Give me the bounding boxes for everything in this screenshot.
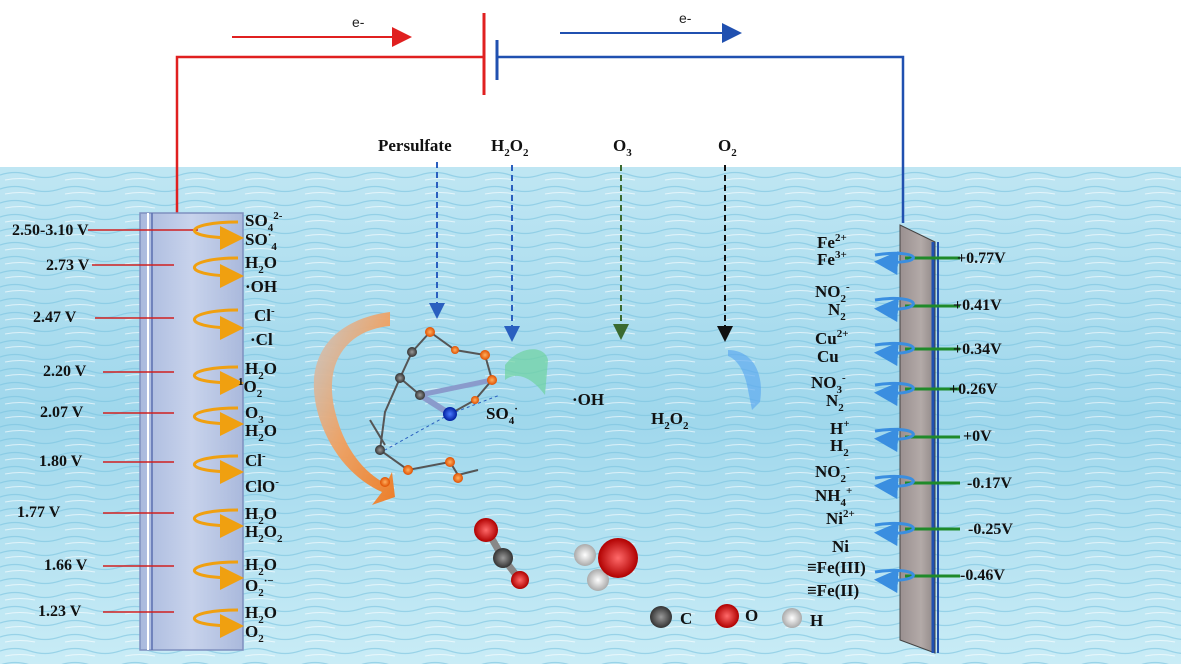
anode-potential-2: 2.47 V (33, 309, 77, 326)
anode-potential-7: 1.66 V (44, 557, 88, 574)
anode-potential-0: 2.50-3.10 V (12, 222, 89, 239)
anode-species-top-1: H2O (245, 253, 277, 276)
legend-carbon-label: C (680, 609, 693, 628)
h2o-molecule (574, 538, 638, 591)
hydroxyl-radical-label: ·OH (572, 390, 605, 409)
electron-label-left: e- (352, 14, 365, 30)
cathode-species-bottom-2: Cu (817, 347, 839, 366)
oxidant-o3-label: O3 (613, 136, 632, 159)
anode-species-top-8: H2O (245, 603, 277, 626)
anode-reaction-arrows (193, 220, 244, 638)
anode-species-top-6: H2O (245, 504, 277, 527)
cathode-reaction-arrows (874, 251, 915, 594)
legend-hydrogen-label: H (810, 611, 824, 630)
cathode-potential-2: +0.34V (953, 341, 1002, 358)
cathode-species-bottom-5: NH4+ (815, 485, 853, 509)
cathode-potential-1: +0.41V (953, 297, 1002, 314)
cathode-species-top-7: ≡Fe(III) (807, 558, 866, 577)
anode-species-bottom-7: O2·− (245, 575, 274, 599)
anode-species-top-3: H2O (245, 359, 277, 382)
blue-swirl-arrow (728, 350, 761, 410)
cathode-species-top-4: H+ (830, 418, 850, 438)
co2-molecule (474, 518, 529, 589)
anode-potential-1: 2.73 V (46, 257, 90, 274)
cathode-potential-3: +0.26V (949, 381, 998, 398)
cathode-wire (497, 55, 905, 223)
anode-species-bottom-6: H2O2 (245, 522, 283, 545)
anode-species-bottom-5: ClO- (245, 476, 279, 496)
anode-species-top-2: Cl- (254, 305, 275, 325)
anode-plate (139, 212, 244, 651)
anode-species-bottom-4: H2O (245, 421, 277, 444)
electron-label-right: e- (679, 10, 692, 26)
anode-species-bottom-2: ·Cl (250, 330, 273, 349)
legend-hydrogen-ball (782, 608, 802, 628)
cathode-species-top-5: NO2- (815, 461, 850, 485)
cathode-species-bottom-3: N2 (826, 391, 844, 414)
green-swirl-arrow (505, 349, 548, 395)
cathode-species-bottom-6: Ni (832, 537, 849, 556)
legend-carbon-ball (650, 606, 672, 628)
oxidant-h2o2-label: H2O2 (491, 136, 529, 159)
cathode-species-top-2: Cu2+ (815, 328, 849, 348)
cathode-species-bottom-4: H2 (830, 436, 849, 459)
anode-potential-5: 1.80 V (39, 453, 83, 470)
cathode-potential-0: +0.77V (957, 250, 1006, 267)
anode-potential-6: 1.77 V (17, 504, 61, 521)
anode-species-top-4: O3 (245, 403, 264, 426)
cathode-potential-5: -0.17V (967, 475, 1012, 492)
anode-potential-8: 1.23 V (38, 603, 82, 620)
legend-oxygen-label: O (745, 606, 759, 625)
oxidant-o2-label: O2 (718, 136, 737, 159)
cathode-species-top-6: Ni2+ (826, 508, 855, 528)
anode-species-bottom-8: O2 (245, 622, 264, 645)
cathode-potential-6: -0.25V (968, 521, 1013, 538)
activation-curved-arrow (313, 312, 395, 505)
cathode-species-bottom-1: N2 (828, 300, 846, 323)
anode-species-bottom-0: SO·4 (245, 229, 277, 253)
cathode-potential-4: +0V (963, 428, 992, 445)
anode-species-top-7: H2O (245, 555, 277, 578)
oxidant-persulfate-label: Persulfate (378, 136, 452, 155)
anode-species-top-5: Cl- (245, 450, 266, 470)
cathode-species-top-3: NO3- (811, 372, 846, 396)
cathode-species-top-0: Fe2+ (817, 232, 847, 252)
anode-species-top-0: SO42- (245, 210, 283, 234)
cathode-potential-7: -0.46V (960, 567, 1005, 584)
catalyst-atoms (375, 327, 497, 487)
h2o2-product-label: H2O2 (651, 409, 689, 432)
anode-potential-ticks (88, 229, 198, 613)
sulfate-radical-label: SO4· (486, 403, 518, 427)
anode-wire (175, 55, 484, 215)
anode-potential-4: 2.07 V (40, 404, 84, 421)
cathode-species-top-1: NO2- (815, 281, 850, 305)
anode-species-bottom-3: 1O2 (238, 376, 263, 400)
cathode-plate (899, 224, 936, 654)
legend-oxygen-ball (715, 604, 739, 628)
anode-species-bottom-1: ·OH (245, 277, 278, 296)
cathode-species-bottom-0: Fe3+ (817, 249, 847, 269)
cathode-species-bottom-7: ≡Fe(II) (807, 581, 860, 600)
anode-potential-3: 2.20 V (43, 363, 87, 380)
